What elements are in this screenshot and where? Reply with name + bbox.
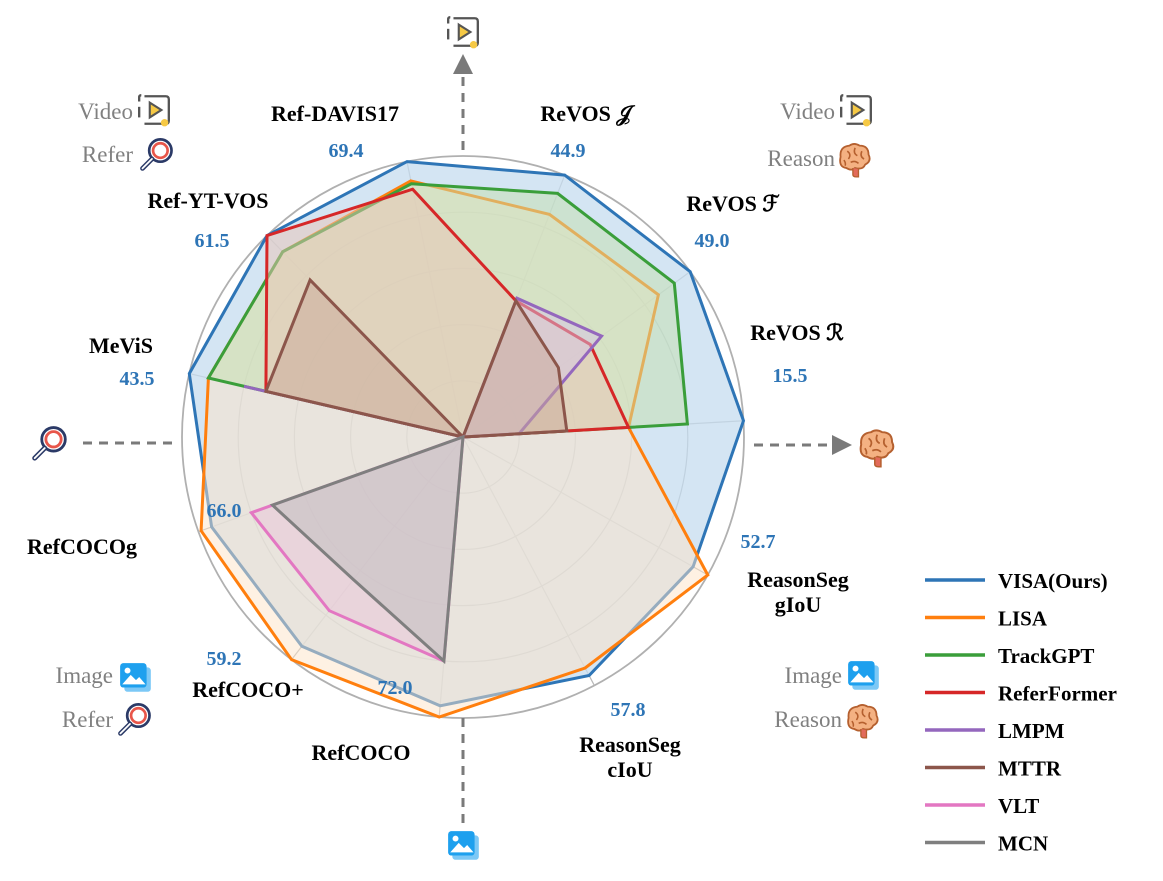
legend-label: LMPM [998, 719, 1065, 743]
axis-labels: Ref-DAVIS17 69.4 ReVOS 𝒥 44.9 ReVOS ℱ 49.0 ReV… [27, 101, 849, 782]
axis-label: ReVOS ℱ [686, 191, 780, 216]
legend-entry: MCN [925, 832, 1048, 856]
legend-label: MCN [998, 832, 1048, 856]
image-icon [448, 831, 479, 860]
brain-icon [839, 143, 871, 178]
video-icon [138, 94, 170, 128]
video-icon [447, 16, 479, 50]
divider-arrows [35, 16, 895, 860]
divider-arrow-left [35, 428, 172, 459]
quadrant-label-bottom-left: Image Refer [56, 663, 151, 733]
video-icon [840, 94, 872, 128]
brain-icon [847, 704, 879, 739]
axis-value-label: 69.4 [329, 140, 364, 162]
series-line [263, 277, 569, 440]
legend-entry: ReferFormer [925, 682, 1117, 706]
quadrant-labels: Video Refer Video Reason Image Refer Image Reas… [56, 94, 879, 739]
legend-entry: VLT [925, 794, 1039, 818]
axis-label: Ref-DAVIS17 [271, 101, 399, 126]
brain-icon [859, 429, 895, 468]
legend-entry: VISA(Ours) [925, 569, 1108, 593]
search-icon [120, 704, 149, 733]
arrow-head [832, 435, 852, 455]
series-mttr [263, 277, 569, 440]
axis-label: MeViS [89, 333, 153, 358]
axis-value-label: 15.5 [773, 365, 808, 387]
legend-entry: LISA [925, 607, 1048, 631]
divider-arrow-right [754, 429, 895, 468]
search-icon [35, 428, 66, 459]
axis-value-label: 57.8 [611, 699, 646, 721]
image-icon [120, 663, 151, 692]
axis-value-label: 52.7 [741, 531, 776, 553]
quadrant-label-top-left: Video Refer [78, 94, 171, 168]
legend-entry: TrackGPT [925, 644, 1094, 668]
legend: VISA(Ours) LISA TrackGPT ReferFormer LMPM MTT… [925, 569, 1117, 856]
axis-label: ReasonSeg gIoU [747, 567, 848, 617]
quadrant-label-line: Image [785, 663, 842, 688]
arrow-head [453, 54, 473, 74]
axis-value-label: 43.5 [120, 368, 155, 390]
quadrant-label-line: Refer [82, 142, 133, 167]
axis-label: ReVOS ℛ [750, 320, 844, 345]
quadrant-label-line: Reason [774, 707, 842, 732]
legend-entry: MTTR [925, 757, 1062, 781]
quadrant-label-line: Video [780, 99, 835, 124]
legend-label: LISA [998, 607, 1048, 631]
axis-label: RefCOCO [312, 740, 411, 765]
axis-label: ReasonSeg cIoU [579, 732, 680, 782]
axis-label: Ref-YT-VOS [148, 188, 269, 213]
axis-value-label: 44.9 [551, 140, 586, 162]
series-area [272, 437, 463, 661]
quadrant-label-line: Video [78, 99, 133, 124]
quadrant-label-line: Image [56, 663, 113, 688]
quadrant-label-line: Refer [62, 707, 113, 732]
axis-label: RefCOCOg [27, 534, 137, 559]
quadrant-label-line: Reason [767, 146, 835, 171]
series-mcn [269, 434, 465, 665]
quadrant-label-bottom-right: Image Reason [774, 661, 879, 739]
legend-label: MTTR [998, 757, 1062, 781]
radar-series-layer [187, 160, 746, 719]
series-area [265, 279, 567, 437]
axis-label: ReVOS 𝒥 [540, 101, 635, 127]
axis-value-label: 59.2 [207, 648, 242, 670]
legend-label: ReferFormer [998, 682, 1117, 706]
axis-label: RefCOCO+ [192, 677, 304, 702]
divider-arrow-up [447, 16, 479, 150]
axis-value-label: 72.0 [378, 677, 413, 699]
axis-value-label: 61.5 [195, 230, 230, 252]
legend-label: VISA(Ours) [998, 569, 1108, 593]
legend-label: VLT [998, 794, 1039, 818]
quadrant-label-top-right: Video Reason [767, 94, 872, 178]
search-icon [142, 139, 171, 168]
legend-entry: LMPM [925, 719, 1065, 743]
axis-value-label: 66.0 [207, 500, 242, 522]
legend-label: TrackGPT [998, 644, 1094, 668]
axis-value-label: 49.0 [695, 230, 730, 252]
divider-arrow-down [448, 718, 479, 860]
series-line [269, 434, 465, 665]
image-icon [848, 661, 879, 690]
